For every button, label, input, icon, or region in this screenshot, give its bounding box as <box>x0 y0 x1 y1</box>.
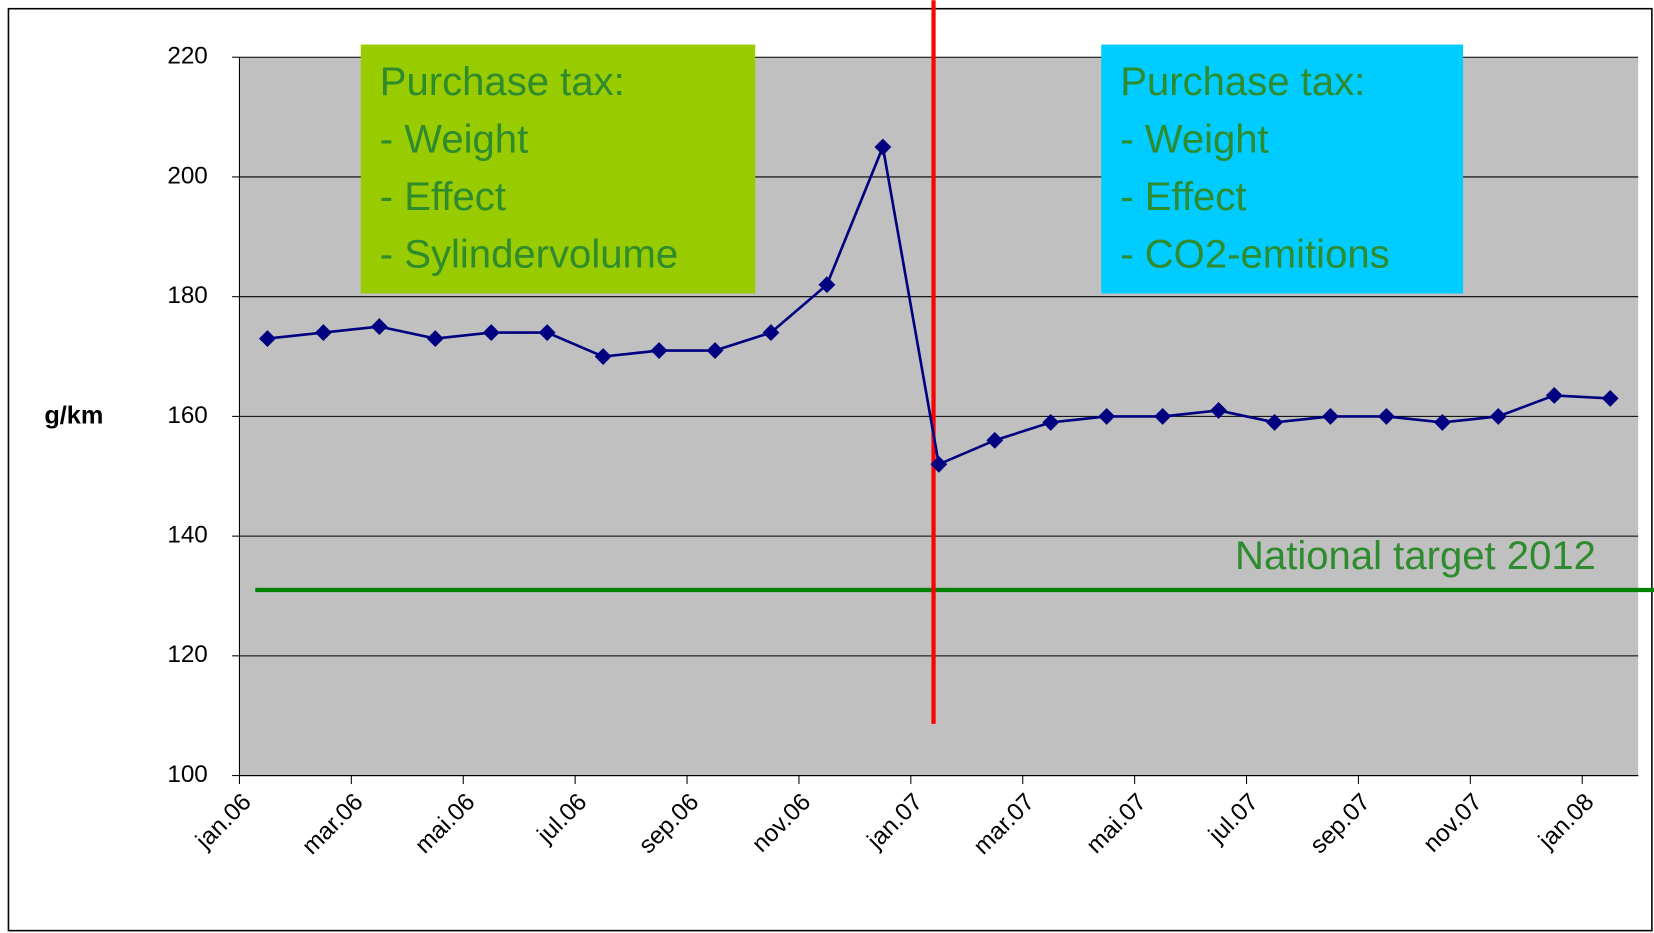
annotation-text: - Effect <box>1120 175 1246 219</box>
annotation-text: - Sylindervolume <box>380 233 678 277</box>
data-point <box>594 348 612 365</box>
data-point <box>482 324 500 342</box>
annotation-box <box>1101 44 1464 294</box>
y-tick-label: 120 <box>167 641 207 668</box>
data-point <box>258 330 276 348</box>
data-point <box>1377 407 1395 425</box>
data-point <box>762 324 780 342</box>
y-tick-label: 160 <box>167 402 207 429</box>
y-tick-label: 220 <box>167 43 207 70</box>
data-point <box>1098 407 1116 425</box>
y-tick-label: 200 <box>167 162 207 189</box>
data-point <box>650 342 668 359</box>
data-point <box>426 330 444 348</box>
data-point <box>874 138 892 156</box>
annotation-text: - Effect <box>380 175 506 219</box>
annotation-text: - CO2-emitions <box>1120 233 1389 277</box>
annotation-text: Purchase tax: <box>380 60 625 104</box>
data-point <box>1154 407 1172 425</box>
y-tick-label: 100 <box>167 761 207 788</box>
y-axis-label: g/km <box>44 402 103 430</box>
target-label: National target 2012 <box>1235 534 1596 578</box>
data-point <box>370 318 388 336</box>
annotation-box <box>360 44 756 294</box>
data-point <box>706 342 724 359</box>
y-tick-label: 180 <box>167 282 207 309</box>
y-tick-label: 140 <box>167 522 207 549</box>
data-point <box>314 324 332 342</box>
data-point <box>1266 413 1283 431</box>
annotation-text: - Weight <box>380 118 529 162</box>
annotation-text: Purchase tax: <box>1120 60 1365 104</box>
data-point <box>1210 401 1227 419</box>
data-point <box>1489 407 1507 425</box>
data-point <box>1545 387 1563 404</box>
annotation-text: - Weight <box>1120 118 1269 162</box>
data-point <box>986 431 1004 449</box>
